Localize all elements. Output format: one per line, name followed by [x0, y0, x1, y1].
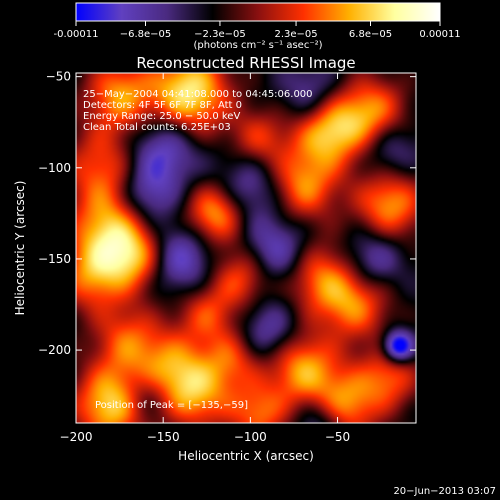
annotation-block: 25−May−2004 04:41:08.000 to 04:45:06.000…: [83, 89, 313, 133]
y-tick-label: −50: [46, 70, 71, 84]
x-tick-label: −100: [234, 430, 267, 444]
footer-timestamp: 20−Jun−2013 03:07: [393, 486, 496, 497]
colorbar: [75, 2, 441, 22]
y-axis-ticks: −50 −100 −150 −200: [38, 70, 416, 357]
y-axis-label: Heliocentric Y (arcsec): [13, 181, 27, 316]
x-tick-label: −50: [325, 430, 350, 444]
annotation-time: 25−May−2004 04:41:08.000 to 04:45:06.000: [83, 89, 313, 100]
y-tick-label: −200: [38, 343, 71, 357]
x-axis-label: Heliocentric X (arcsec): [178, 449, 314, 463]
colorbar-tick-label: 6.8e−05: [349, 29, 392, 40]
colorbar-unit-label: (photons cm⁻² s⁻¹ asec⁻²): [193, 40, 322, 51]
colorbar-tick-label: −6.8e−05: [120, 29, 172, 40]
x-tick-label: −200: [60, 430, 93, 444]
colorbar-tick-label: 0.00011: [419, 29, 460, 40]
colorbar-ticks: -0.00011 −6.8e−05 −2.3e−05 2.3e−05 6.8e−05 0.…: [54, 21, 461, 40]
colorbar-tick-label: 2.3e−05: [274, 29, 317, 40]
x-tick-label: −150: [147, 430, 180, 444]
peak-position-label: Position of Peak = [−135,−59]: [95, 400, 248, 411]
plot-area: [76, 73, 416, 423]
annotation-detectors: Detectors: 4F 5F 6F 7F 8F, Att 0: [83, 100, 242, 111]
heatmap-image: [76, 73, 416, 423]
annotation-energy: Energy Range: 25.0 − 50.0 keV: [83, 111, 240, 122]
plot-frame: [75, 72, 417, 424]
chart-title: Reconstructed RHESSI Image: [136, 54, 355, 72]
annotation-method: Clean Total counts: 6.25E+03: [83, 122, 231, 133]
x-axis-ticks: −200 −150 −100 −50: [60, 73, 350, 444]
y-tick-label: −100: [38, 161, 71, 175]
colorbar-tick-label: −2.3e−05: [194, 29, 246, 40]
y-tick-label: −150: [38, 252, 71, 266]
colorbar-tick-label: -0.00011: [54, 29, 99, 40]
